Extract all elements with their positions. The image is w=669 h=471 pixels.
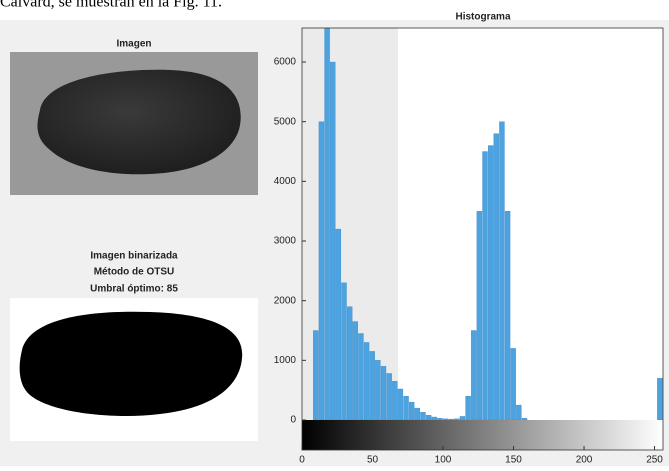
- bar: [363, 342, 370, 420]
- caption-fragment: Calvard, se muestran en la Fig. 11.: [0, 0, 222, 11]
- bar: [459, 416, 466, 420]
- bar: [352, 321, 358, 420]
- bar: [454, 418, 460, 420]
- x-tick-label: 50: [367, 455, 379, 466]
- y-tick-label: 6000: [274, 57, 297, 68]
- bar: [403, 395, 409, 420]
- stone: [37, 69, 241, 175]
- y-tick-label: 2000: [274, 295, 297, 306]
- bar: [420, 412, 426, 420]
- bar: [358, 333, 364, 420]
- bar: [414, 407, 421, 420]
- x-tick-label: 250: [646, 455, 663, 466]
- bar: [318, 121, 325, 420]
- bar: [324, 28, 330, 420]
- y-tick-label: 1000: [274, 355, 297, 366]
- x-tick-label: 0: [299, 455, 305, 466]
- image-title: Imagen: [116, 39, 151, 50]
- bar: [313, 330, 319, 420]
- bar: [409, 401, 415, 420]
- bar: [341, 282, 347, 420]
- y-tick-label: 0: [290, 415, 296, 426]
- binary-title: Método de OTSU: [94, 267, 175, 278]
- bar: [482, 151, 488, 420]
- bar: [521, 418, 528, 420]
- y-tick-label: 3000: [274, 236, 297, 247]
- chart-title: Histograma: [455, 12, 510, 23]
- bar: [499, 121, 505, 420]
- bar: [335, 228, 342, 420]
- ticks: 0 1000 2000 3000 4000 5000 6000 0 50 100 150 200 250: [274, 57, 664, 466]
- bars: [313, 28, 663, 420]
- colorbar: [302, 420, 663, 450]
- binary-title: Imagen binarizada: [90, 251, 178, 262]
- x-tick-label: 100: [435, 455, 452, 466]
- x-tick-label: 150: [505, 455, 522, 466]
- axes-frame: [301, 27, 664, 451]
- bar: [437, 418, 443, 420]
- y-tick-label: 4000: [274, 176, 297, 187]
- bar: [510, 348, 516, 420]
- bar: [380, 366, 387, 420]
- bar: [392, 381, 398, 420]
- bar: [487, 145, 494, 420]
- bar: [448, 418, 454, 420]
- bar: [516, 404, 522, 420]
- bar: [375, 360, 381, 420]
- bar: [346, 306, 353, 420]
- y-tick-label: 5000: [274, 116, 297, 127]
- bar: [386, 373, 392, 420]
- bar: [369, 351, 375, 420]
- binary-blob: [19, 311, 243, 416]
- bar: [471, 330, 477, 420]
- bar: [493, 133, 499, 420]
- bar: [431, 416, 437, 420]
- bar: [476, 211, 483, 420]
- bar: [504, 211, 511, 420]
- binary-title: Umbral óptimo: 85: [90, 284, 178, 295]
- bar: [465, 395, 471, 420]
- bar: [442, 418, 449, 420]
- bar: [425, 415, 432, 420]
- x-tick-label: 200: [576, 455, 593, 466]
- bar: [657, 378, 663, 420]
- bar: [330, 61, 336, 420]
- bar: [397, 388, 404, 420]
